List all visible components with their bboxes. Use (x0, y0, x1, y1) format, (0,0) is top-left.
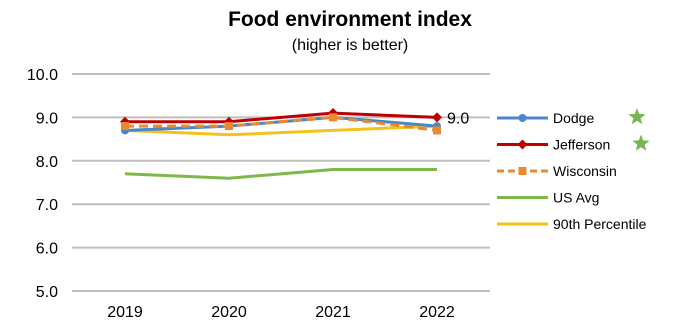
legend-marker (518, 167, 527, 175)
data-point-wisconsin (225, 122, 233, 131)
legend-label-90th-percentile: 90th Percentile (553, 216, 647, 232)
legend-label-us-avg: US Avg (553, 190, 599, 206)
data-label: 9.0 (447, 110, 469, 127)
legend-marker (517, 139, 528, 150)
y-tick-label: 8.0 (36, 154, 58, 171)
star-icon (628, 108, 646, 125)
series-line-wisconsin (125, 115, 438, 132)
x-tick-label: 2020 (211, 304, 247, 320)
data-point-jefferson (432, 112, 442, 123)
x-tick-label: 2019 (107, 304, 143, 320)
x-tick-label: 2021 (315, 304, 351, 320)
x-tick-label: 2022 (419, 304, 455, 320)
series-line-jefferson (125, 111, 438, 124)
data-point-wisconsin (329, 113, 337, 122)
data-point-wisconsin (121, 122, 129, 131)
star-icon (632, 134, 650, 151)
legend-label-wisconsin: Wisconsin (553, 163, 617, 179)
y-tick-label: 6.0 (36, 241, 58, 258)
y-tick-label: 7.0 (36, 197, 58, 214)
legend-label-jefferson: Jefferson (553, 137, 610, 153)
y-tick-label: 10.0 (27, 67, 58, 84)
chart-title: Food environment index (228, 8, 472, 31)
series-line-us-avg (124, 168, 437, 180)
y-tick-label: 9.0 (36, 110, 58, 127)
chart-subtitle: (higher is better) (291, 37, 409, 54)
data-point-wisconsin (433, 126, 441, 135)
legend-label-dodge: Dodge (553, 110, 594, 126)
series-line-90th-percentile (124, 124, 438, 137)
y-tick-label: 5.0 (36, 284, 58, 301)
legend-marker (518, 114, 527, 122)
